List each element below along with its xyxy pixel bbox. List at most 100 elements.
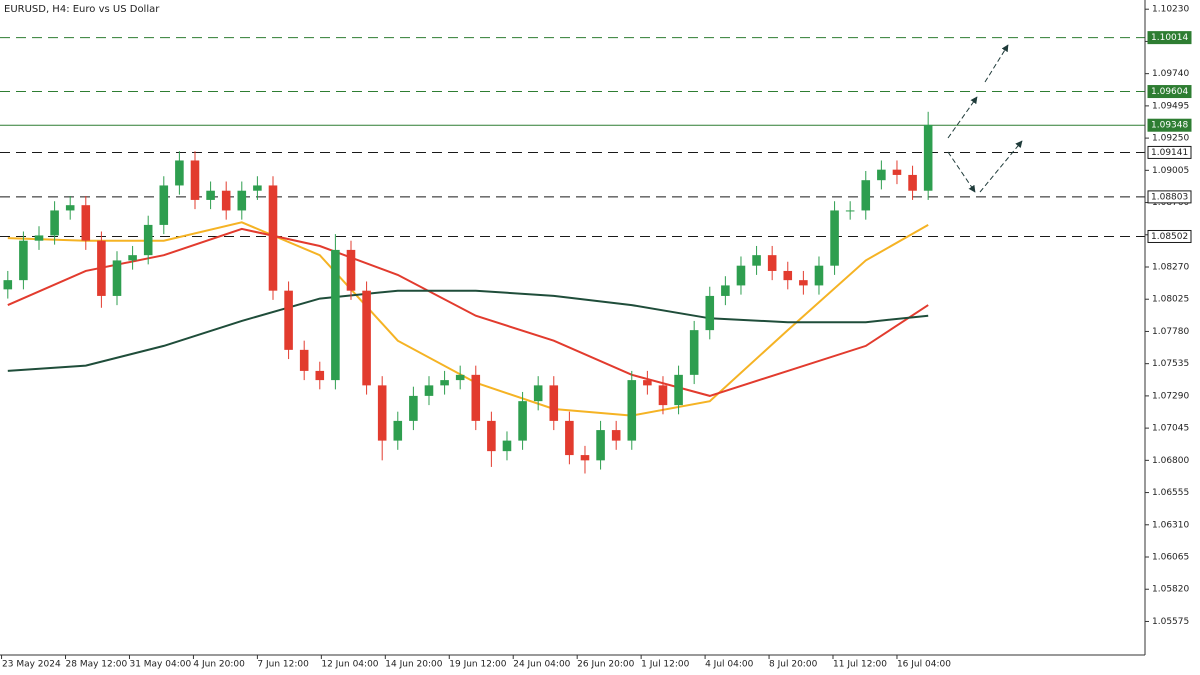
- y-tick-label: 1.06065: [1152, 553, 1189, 563]
- candle-body: [611, 430, 621, 441]
- y-tick-label: 1.07535: [1152, 359, 1189, 369]
- candle-body: [767, 255, 777, 271]
- candle-body: [845, 210, 855, 212]
- x-tick-label: 14 Jun 20:00: [385, 660, 442, 670]
- candle-body: [143, 224, 153, 256]
- forecast-arrow: [947, 151, 976, 193]
- candle-body: [159, 185, 169, 225]
- candle-body: [471, 374, 481, 421]
- plot-area: [0, 0, 1145, 655]
- y-tick-label: 1.06800: [1152, 456, 1189, 466]
- x-tick-label: 28 May 12:00: [66, 660, 128, 670]
- candle-body: [346, 249, 356, 291]
- level-price-box: [1147, 145, 1192, 159]
- y-tick-label: 1.09250: [1152, 134, 1189, 144]
- candle-body: [580, 455, 590, 461]
- x-tick-label: 4 Jul 04:00: [705, 660, 754, 670]
- candle-body: [565, 420, 574, 456]
- level-price-box: [1147, 190, 1192, 204]
- candle-body: [331, 249, 340, 381]
- level-price-box: [1147, 85, 1192, 99]
- candle-body: [128, 255, 137, 261]
- candle-body: [658, 385, 668, 406]
- candle-body: [721, 285, 730, 296]
- candle-body: [487, 420, 496, 452]
- candle-body: [705, 295, 715, 331]
- level-price-label: 1.09604: [1151, 87, 1188, 97]
- level-price-label: 1.09141: [1151, 148, 1188, 158]
- candle-body: [268, 185, 278, 291]
- level-price-label: 1.08502: [1151, 232, 1188, 242]
- candle-body: [3, 280, 13, 290]
- moving-average: [7, 289, 929, 372]
- y-tick-label: 1.05575: [1152, 617, 1189, 627]
- candle-body: [752, 255, 761, 266]
- level-price-label: 1.10014: [1151, 33, 1188, 43]
- level-price-box: [1147, 229, 1192, 243]
- y-tick-label: 1.05820: [1152, 585, 1189, 595]
- candle-body: [299, 349, 309, 371]
- candle-body: [861, 180, 871, 211]
- x-tick-label: 8 Jul 20:00: [769, 660, 818, 670]
- candle-body: [643, 380, 652, 386]
- y-tick-label: 1.09740: [1152, 69, 1189, 79]
- candle-body: [81, 205, 91, 241]
- level-price-label: 1.09348: [1151, 121, 1188, 131]
- candle-body: [674, 374, 683, 406]
- candle-body: [424, 385, 434, 396]
- candle-body: [799, 280, 808, 286]
- moving-average: [7, 227, 929, 397]
- candle-body: [175, 160, 184, 186]
- forecast-arrow: [979, 140, 1023, 193]
- candle-body: [830, 210, 839, 266]
- level-price-label: 1.08803: [1151, 192, 1188, 202]
- candle-body: [783, 270, 793, 281]
- candle-body: [877, 169, 886, 181]
- x-tick-label: 11 Jul 12:00: [833, 660, 887, 670]
- level-price-box: [1147, 31, 1192, 45]
- candle-body: [377, 385, 387, 441]
- candle-body: [596, 430, 605, 461]
- candle-body: [892, 169, 902, 175]
- candle-body: [814, 265, 824, 286]
- candle-body: [518, 401, 527, 441]
- candle-body: [237, 190, 247, 211]
- x-tick-label: 12 Jun 04:00: [321, 660, 378, 670]
- forecast-arrow: [984, 44, 1009, 83]
- candle-body: [34, 235, 44, 241]
- y-tick-label: 1.09495: [1152, 101, 1189, 111]
- candle-body: [736, 265, 746, 286]
- y-tick-label: 1.07045: [1152, 424, 1189, 434]
- level-price-box: [1147, 118, 1192, 132]
- y-tick-label: 1.09005: [1152, 166, 1189, 176]
- candle-body: [502, 440, 512, 452]
- candle-body: [409, 395, 418, 421]
- candle-body: [206, 190, 215, 200]
- y-tick-label: 1.08270: [1152, 262, 1189, 272]
- candle-body: [190, 160, 200, 200]
- y-tick-label: 1.07290: [1152, 391, 1189, 401]
- candle-body: [923, 124, 933, 191]
- x-tick-label: 16 Jul 04:00: [897, 660, 951, 670]
- y-tick-label: 1.10230: [1152, 5, 1189, 15]
- plot-layer: [0, 37, 1145, 474]
- candle-body: [253, 185, 262, 191]
- candle-body: [440, 380, 449, 386]
- candle-body: [908, 174, 917, 191]
- candle-body: [97, 240, 106, 296]
- forecast-arrow: [947, 96, 978, 139]
- candle-body: [50, 210, 59, 236]
- candle-body: [393, 420, 403, 441]
- chart-title: EURUSD, H4: Euro vs US Dollar: [4, 4, 160, 15]
- candle-body: [455, 374, 465, 381]
- x-tick-label: 19 Jun 12:00: [449, 660, 506, 670]
- y-tick-label: 1.06310: [1152, 520, 1189, 530]
- candle-body: [221, 190, 231, 211]
- candle-body: [65, 205, 75, 211]
- y-tick-label: 1.07780: [1152, 327, 1189, 337]
- x-tick-label: 31 May 04:00: [129, 660, 191, 670]
- candle-body: [19, 240, 28, 281]
- candle-body: [284, 290, 293, 350]
